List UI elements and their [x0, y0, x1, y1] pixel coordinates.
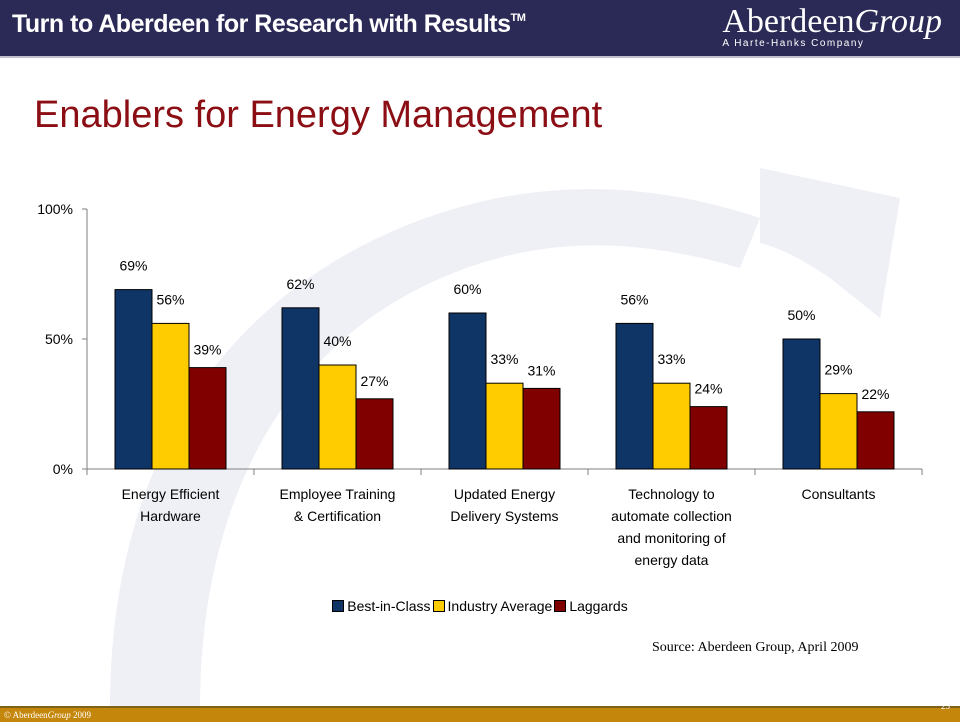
bar [856, 411, 895, 470]
bar [782, 338, 821, 470]
x-category-label: automate collection [611, 508, 732, 524]
data-label: 29% [824, 362, 852, 378]
chart-legend: Best-in-Class Industry Average Laggards [0, 598, 960, 614]
y-tick-label: 0% [53, 461, 73, 477]
bar [522, 387, 561, 470]
data-label: 33% [490, 351, 518, 367]
bar [689, 406, 728, 470]
footer-bar: © AberdeenGroup 2009 25 [0, 701, 960, 722]
x-category-label: and monitoring of [617, 530, 725, 546]
logo-name-italic: Group [854, 3, 942, 40]
bar [318, 364, 357, 470]
legend-swatch-industry-average [432, 600, 445, 612]
legend-item-industry-average: Industry Average [432, 598, 553, 614]
copyright-italic: Group [47, 710, 71, 720]
copyright-year: 2009 [70, 710, 91, 720]
bar [485, 382, 524, 470]
copyright: © AberdeenGroup 2009 [4, 710, 91, 720]
data-label: 22% [861, 386, 889, 402]
y-tick-label: 100% [37, 201, 73, 217]
bar [448, 312, 487, 470]
x-category-label: & Certification [294, 508, 381, 524]
y-tick-label: 50% [45, 331, 73, 347]
data-label: 50% [787, 307, 815, 323]
bar [281, 307, 320, 470]
data-label: 33% [657, 351, 685, 367]
data-label: 31% [527, 362, 555, 378]
bar [615, 322, 654, 470]
bar [188, 367, 227, 470]
data-label: 62% [286, 276, 314, 292]
bar [114, 289, 153, 470]
legend-label-laggards: Laggards [569, 598, 628, 614]
header-bar: Turn to Aberdeen for Research with Resul… [0, 0, 960, 58]
bar [819, 393, 858, 470]
x-category-label: Consultants [802, 486, 876, 502]
watermark-swirl [110, 168, 900, 706]
logo-name-plain: Aberdeen [722, 3, 855, 40]
legend-swatch-best-in-class [332, 600, 345, 612]
x-category-label: Delivery Systems [450, 508, 558, 524]
legend-item-laggards: Laggards [554, 598, 628, 614]
legend-label-best-in-class: Best-in-Class [347, 598, 431, 614]
x-category-label: energy data [635, 552, 709, 568]
data-label: 27% [360, 373, 388, 389]
x-category-label: Technology to [628, 486, 715, 502]
bar [151, 322, 190, 470]
data-label: 56% [156, 291, 184, 307]
legend-swatch-laggards [554, 600, 567, 612]
x-category-label: Hardware [140, 508, 201, 524]
data-label: 69% [119, 258, 147, 274]
tagline: Turn to Aberdeen for Research with Resul… [12, 10, 526, 39]
aberdeen-logo: AberdeenGroup A Harte-Hanks Company [722, 2, 942, 49]
x-category-label: Employee Training [280, 486, 396, 502]
copyright-prefix: © Aberdeen [4, 710, 48, 720]
logo-subtitle: A Harte-Hanks Company [722, 38, 865, 49]
source-note: Source: Aberdeen Group, April 2009 [652, 640, 859, 655]
bar [355, 398, 394, 470]
tagline-text: Turn to Aberdeen for Research with Resul… [12, 10, 511, 38]
data-label: 24% [694, 381, 722, 397]
legend-item-best-in-class: Best-in-Class [332, 598, 431, 614]
x-category-label: Energy Efficient [122, 486, 220, 502]
data-label: 56% [620, 291, 648, 307]
x-category-label: Updated Energy [454, 486, 555, 502]
logo-name: AberdeenGroup [722, 2, 942, 42]
trademark-mark: TM [510, 12, 526, 24]
page-number: 25 [941, 701, 950, 711]
page-title: Enablers for Energy Management [34, 94, 603, 136]
legend-label-industry-average: Industry Average [447, 598, 553, 614]
data-label: 60% [453, 281, 481, 297]
data-label: 40% [323, 333, 351, 349]
data-label: 39% [193, 342, 221, 358]
bar [652, 382, 691, 470]
